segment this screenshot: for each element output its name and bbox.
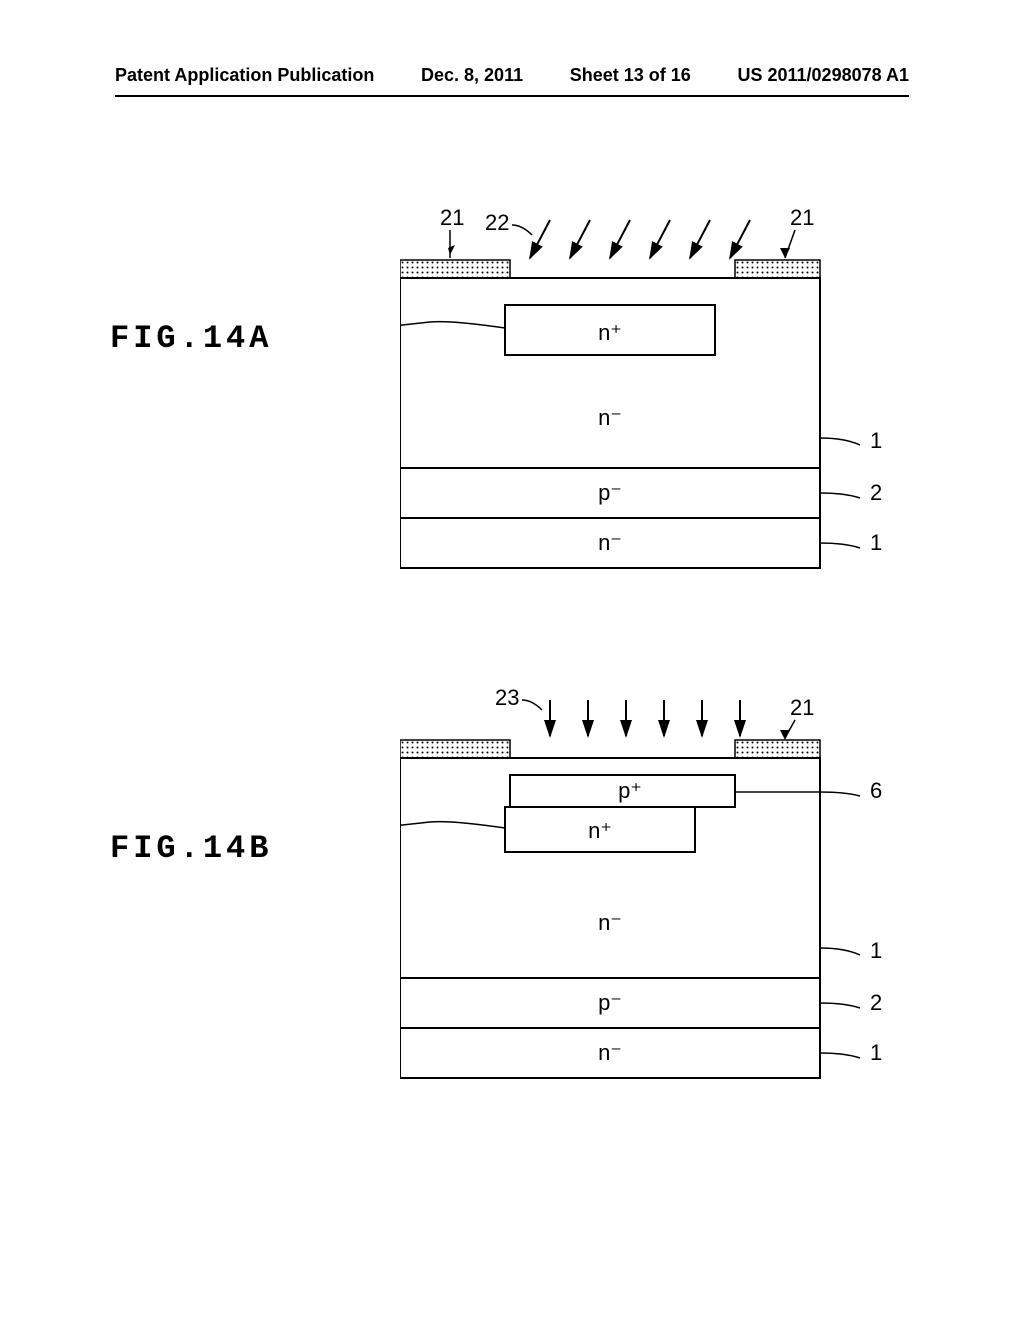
ref-1-top: 1 (870, 428, 882, 453)
ref-21-right: 21 (790, 695, 814, 720)
implant-arrow (650, 220, 670, 258)
leader-line (820, 543, 860, 548)
pminus-label: p⁻ (598, 480, 622, 505)
ref-22: 22 (485, 210, 509, 235)
ref-21-left: 21 (440, 205, 464, 230)
implant-arrow (570, 220, 590, 258)
implant-arrow (610, 220, 630, 258)
leader-tail (780, 730, 790, 740)
sheet-info: Sheet 13 of 16 (570, 65, 691, 86)
leader-line (512, 225, 532, 235)
figure-14a-label: FIG.14A (110, 320, 272, 357)
nminus-top-label: n⁻ (598, 910, 622, 935)
pplus-label: p⁺ (618, 778, 642, 803)
nminus-top-label: n⁻ (598, 405, 622, 430)
implant-arrow (530, 220, 550, 258)
leader-line (820, 438, 860, 445)
nplus-label: n⁺ (588, 818, 612, 843)
pminus-label: p⁻ (598, 990, 622, 1015)
page-header: Patent Application Publication Dec. 8, 2… (0, 65, 1024, 86)
figure-14a-diagram: n⁺ n⁻ p⁻ n⁻ 21 22 21 11 1 2 (400, 200, 920, 600)
mask-right (735, 260, 820, 278)
pub-number: US 2011/0298078 A1 (737, 65, 908, 86)
nminus-bottom-label: n⁻ (598, 1040, 622, 1065)
leader-line (820, 1003, 860, 1008)
ref-21-right: 21 (790, 205, 814, 230)
implant-arrow (730, 220, 750, 258)
mask-right (735, 740, 820, 758)
header-divider (115, 95, 909, 97)
pub-date: Dec. 8, 2011 (421, 65, 523, 86)
ref-23: 23 (495, 685, 519, 710)
leader-line (820, 1053, 860, 1058)
ref-6: 6 (870, 778, 882, 803)
nminus-bottom-label: n⁻ (598, 530, 622, 555)
figure-14b-diagram: p⁺ n⁺ n⁻ p⁻ n⁻ 23 21 21 11 6 1 (400, 680, 920, 1110)
ref-1-bottom: 1 (870, 530, 882, 555)
ref-1-bottom: 1 (870, 1040, 882, 1065)
leader-line (522, 700, 542, 710)
leader-tail (448, 245, 455, 255)
leader-tail (780, 248, 790, 258)
ref-2: 2 (870, 990, 882, 1015)
mask-left (400, 740, 510, 758)
nplus-label: n⁺ (598, 320, 622, 345)
leader-line (820, 493, 860, 498)
ref-1-top: 1 (870, 938, 882, 963)
leader-line (820, 948, 860, 955)
ref-2: 2 (870, 480, 882, 505)
pub-type: Patent Application Publication (115, 65, 374, 86)
mask-left (400, 260, 510, 278)
figure-14b-label: FIG.14B (110, 830, 272, 867)
implant-arrow (690, 220, 710, 258)
